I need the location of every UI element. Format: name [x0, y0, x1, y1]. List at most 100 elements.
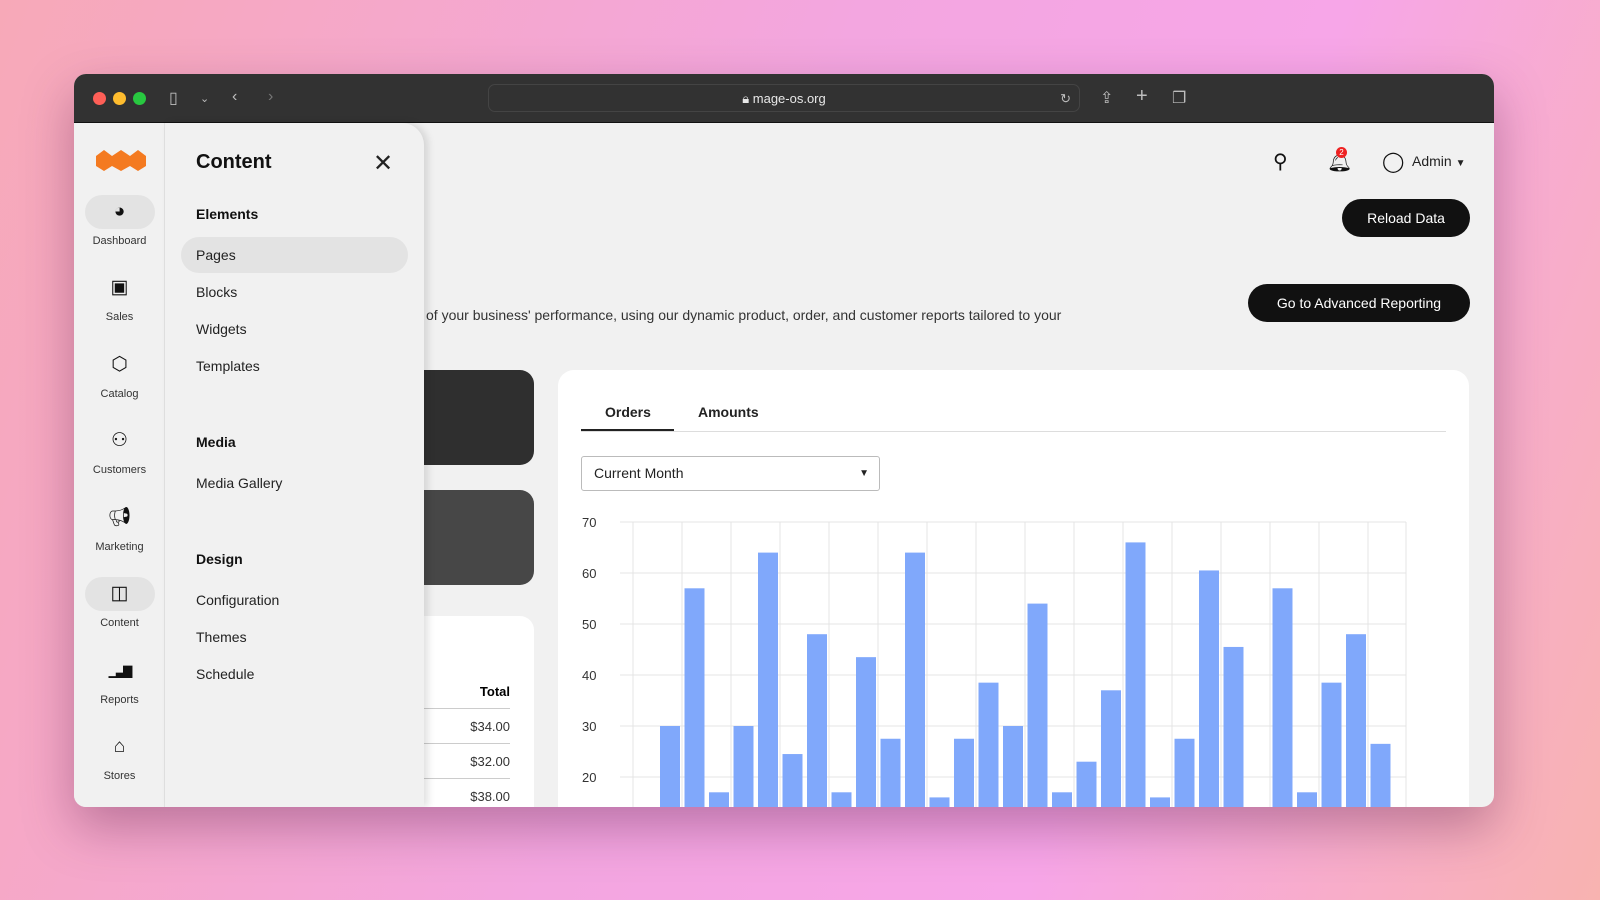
row-total: $34.00	[470, 719, 510, 734]
flyout-section-elements: Elements	[196, 206, 259, 222]
flyout-link-media-gallery[interactable]: Media Gallery	[196, 475, 283, 491]
flyout-section-design: Design	[196, 551, 243, 567]
period-select[interactable]: Current Month ▼	[581, 456, 880, 491]
new-tab-icon[interactable]: +	[1136, 85, 1148, 107]
chart-bar	[978, 682, 999, 807]
chart-bar	[1321, 682, 1342, 807]
chart-bar	[709, 792, 729, 807]
period-value: Current Month	[594, 465, 684, 481]
chart-bar	[782, 754, 803, 807]
chart-bar	[1370, 743, 1391, 807]
stat-card-dark	[404, 370, 534, 465]
admin-menu[interactable]: Admin ▼	[1412, 153, 1465, 169]
sidebar-item-label: Stores	[103, 770, 136, 782]
y-tick-label: 30	[582, 719, 596, 734]
catalog-box-icon: ⬡	[111, 354, 128, 375]
chart-bar	[1297, 792, 1317, 807]
bar-chart-icon: ▁▃▇	[108, 664, 133, 678]
close-window-button[interactable]	[93, 92, 106, 105]
maximize-window-button[interactable]	[133, 92, 146, 105]
chart-bar	[733, 726, 754, 807]
megaphone-icon: 📢︎	[107, 507, 132, 528]
sidebar-toggle-icon[interactable]: ▯	[169, 90, 178, 107]
browser-window: ▯ ⌄ ‹ › 🔒︎ mage-os.org ↻ ⇪ + ❐ ◕ Dashboard…	[74, 74, 1494, 807]
chart-bar	[905, 552, 925, 807]
table-row: $38.00	[404, 778, 510, 804]
sidebar-item-label: Dashboard	[92, 235, 147, 247]
user-icon: ◯	[1382, 151, 1405, 173]
tab-amounts[interactable]: Amounts	[698, 404, 759, 420]
caret-down-icon: ▼	[859, 468, 869, 479]
content-layout-icon: ◫	[84, 577, 155, 611]
content-flyout-panel: Content ✕ Elements Pages Blocks Widgets Temp…	[165, 123, 424, 807]
sidebar-item-label: Content	[100, 617, 139, 629]
y-tick-label: 60	[582, 566, 596, 581]
chevron-down-icon[interactable]: ⌄	[200, 93, 210, 105]
share-icon[interactable]: ⇪	[1100, 90, 1114, 107]
reload-icon[interactable]: ↻	[1060, 91, 1071, 106]
y-tick-label: 40	[582, 668, 596, 683]
back-icon[interactable]: ‹	[232, 88, 238, 105]
bell-icon[interactable]: 🔔︎ 2	[1327, 147, 1353, 173]
browser-titlebar: ▯ ⌄ ‹ › 🔒︎ mage-os.org ↻ ⇪ + ❐	[74, 74, 1494, 123]
flyout-link-widgets[interactable]: Widgets	[196, 321, 247, 337]
customers-icon: ⚇	[110, 430, 129, 451]
chart-bar	[758, 552, 778, 807]
sidebar-item-stores[interactable]: ⌂ Stores	[74, 730, 165, 782]
chart-bar	[1076, 761, 1097, 807]
sidebar-item-dashboard[interactable]: ◕ Dashboard	[74, 195, 165, 247]
forward-icon[interactable]: ›	[268, 88, 274, 105]
sidebar-item-label: Catalog	[100, 388, 139, 400]
flyout-link-blocks[interactable]: Blocks	[196, 284, 238, 300]
stat-card-gray	[404, 490, 534, 585]
mage-os-logo	[96, 150, 146, 171]
search-icon[interactable]: ⚲	[1273, 151, 1288, 173]
chart-bar	[856, 657, 876, 807]
user-name: Admin	[1412, 153, 1452, 169]
flyout-link-schedule[interactable]: Schedule	[196, 666, 255, 682]
sidebar-item-content[interactable]: ◫ Content	[74, 577, 165, 629]
tabs-overview-icon[interactable]: ❐	[1172, 90, 1187, 107]
reload-data-button[interactable]: Reload Data	[1342, 199, 1470, 237]
active-tab-indicator	[581, 429, 674, 431]
advanced-reporting-button[interactable]: Go to Advanced Reporting	[1248, 284, 1470, 322]
address-bar[interactable]: 🔒︎ mage-os.org ↻	[488, 84, 1080, 112]
chart-bar	[1101, 690, 1121, 807]
sidebar-item-customers[interactable]: ⚇ Customers	[74, 424, 165, 476]
dashboard-description: of your business' performance, using our…	[426, 307, 1062, 323]
total-column-header: Total	[479, 684, 510, 699]
tab-orders[interactable]: Orders	[605, 404, 651, 420]
chart-bar	[807, 634, 827, 807]
chart-bar	[1199, 570, 1219, 807]
chart-bar	[1027, 603, 1048, 807]
chart-bar	[880, 738, 901, 807]
minimize-window-button[interactable]	[113, 92, 126, 105]
chart-bar	[1003, 726, 1023, 807]
row-total: $38.00	[470, 789, 510, 804]
flyout-link-pages[interactable]: Pages	[181, 237, 408, 273]
y-tick-label: 20	[582, 770, 596, 785]
sidebar-item-label: Marketing	[95, 541, 144, 553]
sidebar-item-catalog[interactable]: ⬡ Catalog	[74, 348, 165, 400]
notification-badge: 2	[1336, 147, 1347, 158]
flyout-link-configuration[interactable]: Configuration	[196, 592, 280, 608]
flyout-title: Content	[196, 151, 272, 173]
chart-bar	[1272, 588, 1293, 807]
sidebar-item-sales[interactable]: ▣ Sales	[74, 271, 165, 323]
sidebar-item-marketing[interactable]: 📢︎ Marketing	[74, 501, 165, 553]
sidebar-item-label: Reports	[100, 694, 139, 706]
sales-money-icon: ▣	[110, 277, 129, 298]
sidebar-item-label: Sales	[105, 311, 134, 323]
orders-chart-card: Orders Amounts Current Month ▼ 20 30 40 50 60…	[558, 370, 1469, 807]
close-icon[interactable]: ✕	[373, 150, 394, 177]
flyout-link-themes[interactable]: Themes	[196, 629, 247, 645]
flyout-link-templates[interactable]: Templates	[196, 358, 260, 374]
chart-bar	[1052, 792, 1072, 807]
y-tick-label: 50	[582, 617, 596, 632]
chart-bar	[831, 792, 852, 807]
caret-down-icon: ▼	[1455, 158, 1466, 169]
flyout-section-media: Media	[196, 434, 236, 450]
y-tick-label: 70	[582, 515, 596, 530]
chart-bar	[1174, 738, 1195, 807]
sidebar-item-reports[interactable]: ▁▃▇ Reports	[74, 654, 165, 706]
